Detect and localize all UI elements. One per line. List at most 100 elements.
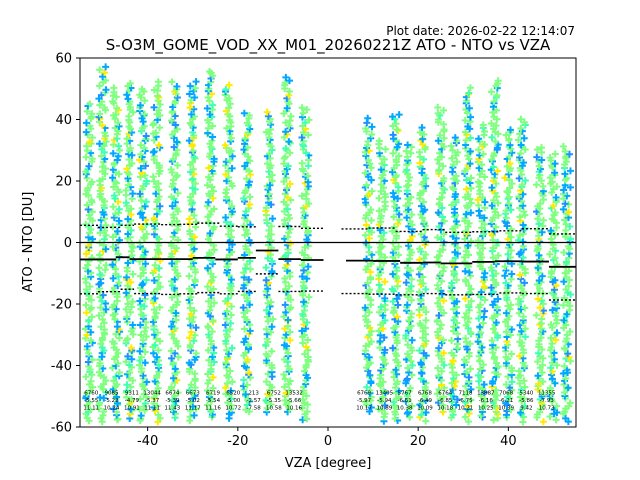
scatter-marker bbox=[548, 368, 556, 376]
scatter-marker bbox=[265, 190, 273, 198]
scatter-marker bbox=[113, 381, 121, 389]
scatter-marker bbox=[88, 208, 96, 216]
scatter-marker bbox=[494, 199, 502, 207]
scatter-marker bbox=[225, 94, 233, 102]
scatter-marker bbox=[124, 259, 132, 267]
scatter-marker bbox=[381, 359, 389, 367]
scatter-marker bbox=[285, 138, 293, 146]
scatter-marker bbox=[493, 193, 501, 201]
scatter-marker bbox=[375, 405, 383, 413]
scatter-marker bbox=[129, 270, 137, 278]
scatter-marker bbox=[434, 137, 442, 145]
scatter-marker bbox=[113, 227, 121, 235]
scatter-marker bbox=[377, 181, 385, 189]
scatter-marker bbox=[480, 283, 488, 291]
scatter-marker bbox=[268, 146, 276, 154]
scatter-marker bbox=[420, 130, 428, 138]
scatter-marker bbox=[136, 190, 144, 198]
scatter-marker bbox=[491, 329, 499, 337]
annotation-text: 6769 bbox=[357, 391, 371, 397]
scatter-marker bbox=[128, 406, 136, 414]
scatter-marker bbox=[476, 249, 484, 257]
scatter-marker bbox=[222, 390, 230, 398]
scatter-marker bbox=[109, 274, 117, 282]
scatter-marker bbox=[433, 390, 441, 398]
scatter-marker bbox=[440, 297, 448, 305]
scatter-marker bbox=[375, 248, 383, 256]
scatter-marker bbox=[549, 202, 557, 210]
scatter-marker bbox=[449, 405, 457, 413]
scatter-marker bbox=[448, 279, 456, 287]
scatter-marker bbox=[185, 359, 193, 367]
scatter-marker bbox=[382, 145, 390, 153]
scatter-marker bbox=[262, 378, 270, 386]
scatter-marker bbox=[300, 331, 308, 339]
scatter-marker bbox=[204, 235, 212, 243]
scatter-marker bbox=[416, 277, 424, 285]
scatter-marker bbox=[114, 359, 122, 367]
scatter-marker bbox=[203, 202, 211, 210]
scatter-marker bbox=[507, 406, 515, 414]
scatter-marker bbox=[462, 210, 470, 218]
scatter-marker bbox=[552, 282, 560, 290]
y-axis: -60 -40 -20 0 20 40 60 bbox=[51, 52, 80, 436]
scatter-marker bbox=[516, 271, 524, 279]
scatter-marker bbox=[515, 174, 523, 182]
scatter-marker bbox=[453, 298, 461, 306]
scatter-marker bbox=[388, 285, 396, 293]
scatter-marker bbox=[280, 355, 288, 363]
scatter-marker bbox=[141, 110, 149, 118]
scatter-marker bbox=[408, 275, 416, 283]
scatter-marker bbox=[140, 302, 148, 310]
scatter-marker bbox=[462, 334, 470, 342]
scatter-marker bbox=[102, 261, 110, 269]
scatter-marker bbox=[128, 395, 136, 403]
scatter-marker bbox=[186, 365, 194, 373]
scatter-marker bbox=[155, 141, 163, 149]
scatter-marker bbox=[100, 142, 108, 150]
annotation-text: 6752 bbox=[267, 391, 281, 397]
scatter-marker bbox=[115, 368, 123, 376]
scatter-marker bbox=[366, 359, 374, 367]
scatter-marker bbox=[508, 326, 516, 334]
scatter-marker bbox=[209, 101, 217, 109]
scatter-marker bbox=[281, 190, 289, 198]
scatter-marker bbox=[223, 315, 231, 323]
x-tick-label: 0 bbox=[324, 434, 332, 449]
scatter-marker bbox=[263, 160, 271, 168]
scatter-marker bbox=[564, 298, 572, 306]
scatter-marker bbox=[504, 393, 512, 401]
scatter-marker bbox=[282, 144, 290, 152]
scatter-marker bbox=[102, 305, 110, 313]
scatter-marker bbox=[366, 160, 374, 168]
scatter-marker bbox=[439, 336, 447, 344]
scatter-marker bbox=[280, 313, 288, 321]
scatter-marker bbox=[408, 296, 416, 304]
scatter-marker bbox=[451, 313, 459, 321]
scatter-marker bbox=[548, 267, 556, 275]
scatter-marker bbox=[280, 198, 288, 206]
scatter-marker bbox=[438, 367, 446, 375]
scatter-marker bbox=[466, 195, 474, 203]
scatter-marker bbox=[110, 214, 118, 222]
scatter-marker bbox=[142, 318, 150, 326]
scatter-marker bbox=[488, 184, 496, 192]
scatter-marker bbox=[222, 327, 230, 335]
scatter-marker bbox=[115, 142, 123, 150]
scatter-marker bbox=[281, 274, 289, 282]
scatter-marker bbox=[115, 205, 123, 213]
scatter-marker bbox=[488, 202, 496, 210]
scatter-marker bbox=[367, 338, 375, 346]
annotation-text: -6.85 bbox=[438, 398, 453, 404]
scatter-marker bbox=[407, 149, 415, 157]
scatter-marker bbox=[481, 296, 489, 304]
scatter-marker bbox=[190, 153, 198, 161]
scatter-marker bbox=[95, 264, 103, 272]
scatter-marker bbox=[210, 344, 218, 352]
scatter-marker bbox=[139, 280, 147, 288]
scatter-marker bbox=[113, 399, 121, 407]
scatter-marker bbox=[536, 304, 544, 312]
scatter-marker bbox=[228, 164, 236, 172]
scatter-marker bbox=[242, 406, 250, 414]
scatter-marker bbox=[367, 327, 375, 335]
